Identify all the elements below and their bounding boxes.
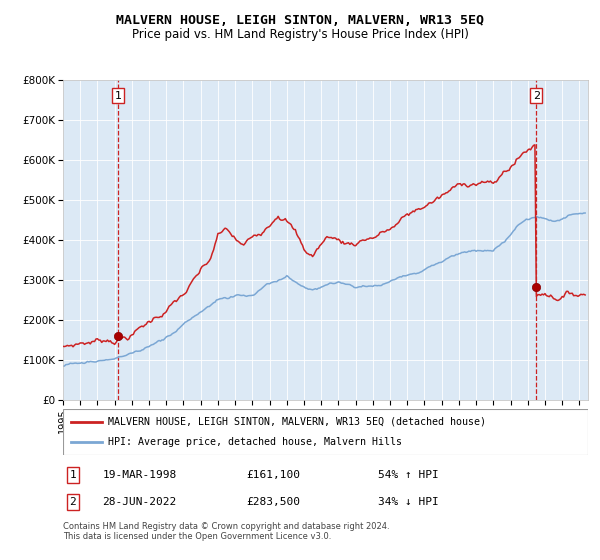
Text: £161,100: £161,100 (247, 470, 301, 480)
Text: 1: 1 (70, 470, 76, 480)
Text: 54% ↑ HPI: 54% ↑ HPI (378, 470, 439, 480)
Text: 34% ↓ HPI: 34% ↓ HPI (378, 497, 439, 507)
Text: Contains HM Land Registry data © Crown copyright and database right 2024.
This d: Contains HM Land Registry data © Crown c… (63, 522, 389, 542)
Text: HPI: Average price, detached house, Malvern Hills: HPI: Average price, detached house, Malv… (107, 437, 401, 447)
Text: 1: 1 (115, 91, 122, 101)
Text: Price paid vs. HM Land Registry's House Price Index (HPI): Price paid vs. HM Land Registry's House … (131, 28, 469, 41)
Text: 2: 2 (533, 91, 540, 101)
Text: 19-MAR-1998: 19-MAR-1998 (103, 470, 176, 480)
Text: 28-JUN-2022: 28-JUN-2022 (103, 497, 176, 507)
Text: £283,500: £283,500 (247, 497, 301, 507)
Text: MALVERN HOUSE, LEIGH SINTON, MALVERN, WR13 5EQ: MALVERN HOUSE, LEIGH SINTON, MALVERN, WR… (116, 14, 484, 27)
Text: MALVERN HOUSE, LEIGH SINTON, MALVERN, WR13 5EQ (detached house): MALVERN HOUSE, LEIGH SINTON, MALVERN, WR… (107, 417, 485, 427)
Text: 2: 2 (70, 497, 76, 507)
